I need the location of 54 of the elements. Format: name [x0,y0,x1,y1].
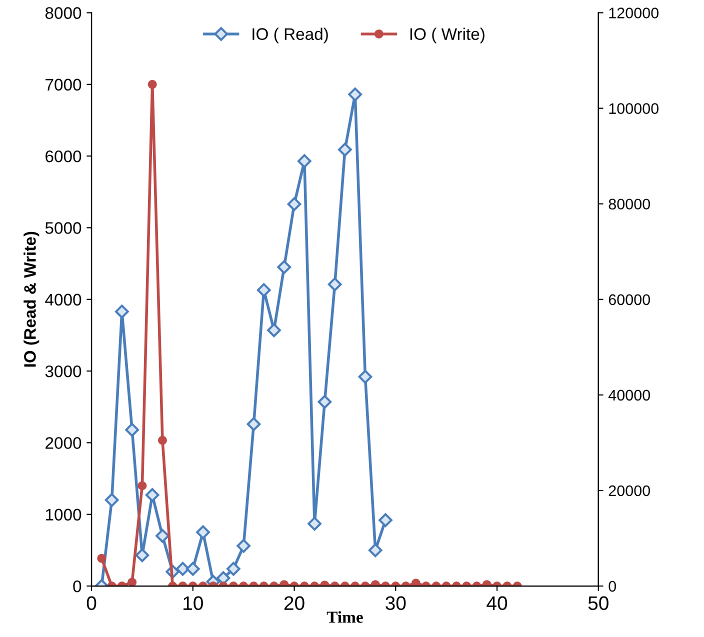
point [186,562,200,576]
point [196,525,210,540]
point [277,260,292,274]
point [236,538,251,553]
point [328,277,342,292]
point [308,516,322,531]
point [378,513,392,528]
point [226,562,240,576]
point [135,548,150,562]
point [158,436,167,445]
y2-tick-label: 60000 [608,294,650,306]
point [125,422,140,437]
point [368,543,382,558]
y2-tick-label: 120000 [609,8,659,18]
point [176,562,190,576]
y2-tick-label: 20000 [608,485,650,496]
point [148,80,157,89]
point [145,488,160,502]
x-tick-label: 50 [588,596,608,610]
point [114,304,129,319]
point [287,197,302,212]
point [318,394,332,409]
point [338,142,352,157]
y2-tick-label: 100000 [609,103,659,114]
point [297,154,312,168]
y2-tick-label: 0 [608,580,616,592]
x-axis-title: Time [326,611,363,623]
x-tick-label: 30 [386,596,406,610]
point [104,493,119,507]
legend-label: IO ( Read) [252,28,328,44]
y-tick-label: 8000 [45,7,82,19]
y-tick-label: 5000 [45,222,82,234]
x-tick-label: 40 [486,596,508,610]
x-tick-label: 20 [284,596,304,610]
y-tick-label: 0 [73,580,82,592]
y-tick-label: 7000 [46,78,82,91]
x-tick-label: 0 [86,596,96,610]
x-tick-label: 10 [184,596,203,610]
y2-tick-label: 80000 [608,198,650,210]
point [256,283,271,298]
point [246,417,261,432]
y-tick-label: 6000 [46,150,82,162]
point [348,88,362,102]
point [156,528,170,543]
legend-label: IO ( Write) [410,28,484,44]
y-tick-label: 3000 [45,365,82,378]
point [358,370,372,384]
y-tick-label: 4000 [45,294,82,306]
point [267,323,281,338]
y2-tick-label: 40000 [608,390,650,401]
y-tick-label: 2000 [46,437,82,449]
point [411,578,420,586]
y-axis-title: IO (Read & Write) [24,232,40,367]
y-tick-label: 1000 [46,508,82,521]
